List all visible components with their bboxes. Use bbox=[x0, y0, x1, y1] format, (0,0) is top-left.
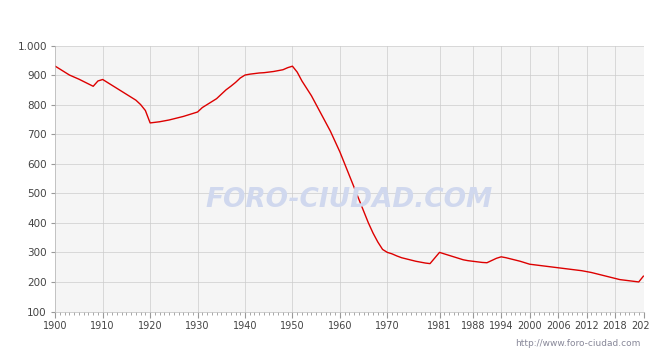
Text: http://www.foro-ciudad.com: http://www.foro-ciudad.com bbox=[515, 339, 640, 348]
Text: Corcos (Municipio)  -  Evolucion del numero de Habitantes: Corcos (Municipio) - Evolucion del numer… bbox=[112, 12, 538, 27]
Text: FORO-CIUDAD.COM: FORO-CIUDAD.COM bbox=[206, 187, 493, 213]
